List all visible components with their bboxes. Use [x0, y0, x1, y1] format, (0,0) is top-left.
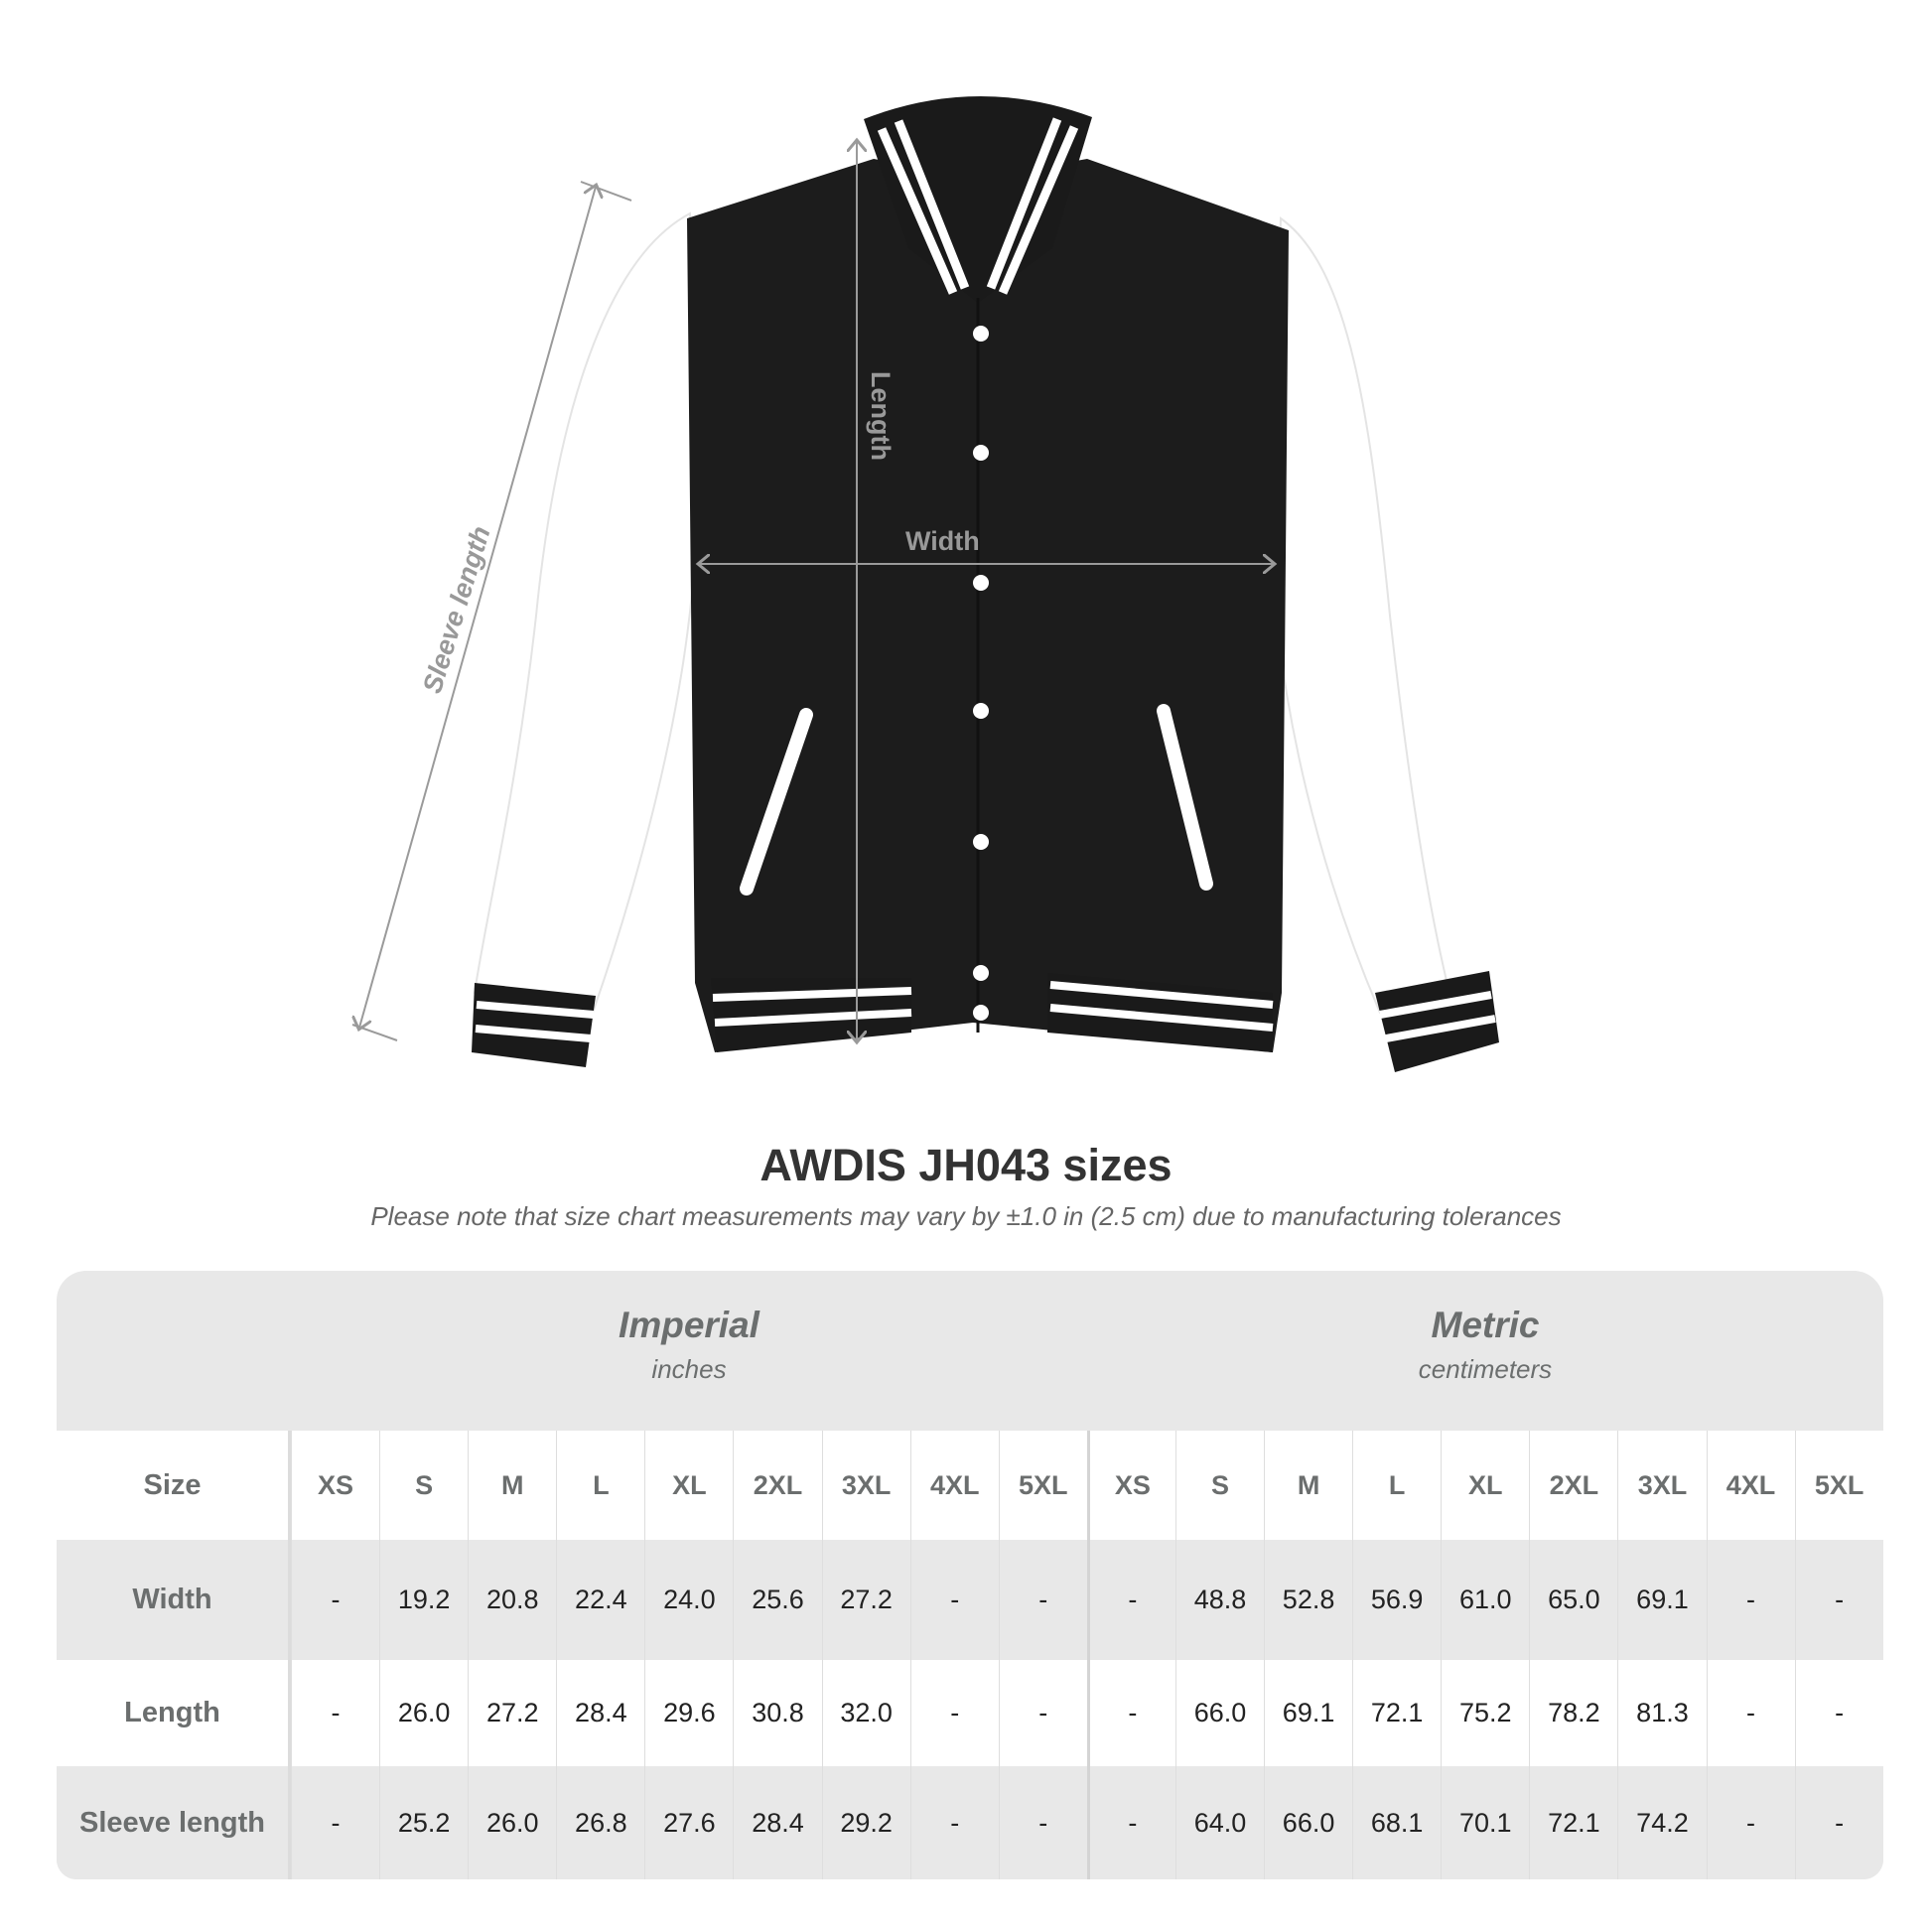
size-header-imperial: 2XL	[733, 1431, 821, 1540]
size-header-metric: M	[1264, 1431, 1352, 1540]
value-cell-imperial: 27.2	[468, 1660, 556, 1766]
value-cell-imperial: -	[291, 1660, 379, 1766]
metric-header: Metric centimeters	[1087, 1271, 1883, 1431]
imperial-header: Imperial inches	[291, 1271, 1087, 1431]
size-header-imperial: XS	[291, 1431, 379, 1540]
value-cell-metric: -	[1086, 1540, 1175, 1660]
value-cell-metric: 66.0	[1174, 1660, 1264, 1766]
size-header-metric: 4XL	[1706, 1431, 1795, 1540]
value-cell-imperial: -	[291, 1766, 379, 1879]
value-cell-metric: -	[1706, 1766, 1795, 1879]
size-header-imperial: 4XL	[909, 1431, 999, 1540]
metric-unit: centimeters	[1418, 1354, 1553, 1384]
value-cell-metric: 48.8	[1174, 1540, 1264, 1660]
size-header-imperial: S	[379, 1431, 468, 1540]
value-cell-imperial: 20.8	[468, 1540, 556, 1660]
size-header-imperial: 5XL	[998, 1431, 1087, 1540]
size-header-imperial: M	[468, 1431, 556, 1540]
value-cell-metric: -	[1706, 1660, 1795, 1766]
value-cell-metric: 65.0	[1529, 1540, 1617, 1660]
value-cell-metric: 69.1	[1617, 1540, 1706, 1660]
table-row: Sleeve length -25.2 26.0 26.8 27.6 28.4 29.2- -…	[57, 1766, 1883, 1879]
value-cell-imperial: 25.2	[379, 1766, 468, 1879]
size-header-imperial: 3XL	[821, 1431, 910, 1540]
row-label: Size	[57, 1431, 291, 1540]
row-label: Sleeve length	[57, 1766, 291, 1879]
collar	[864, 95, 1092, 303]
value-cell-metric: -	[1706, 1540, 1795, 1660]
value-cell-metric: -	[1086, 1766, 1175, 1879]
value-cell-imperial: 22.4	[556, 1540, 644, 1660]
jacket-diagram: Length Width Sleeve length	[0, 95, 1499, 1072]
value-cell-imperial: -	[291, 1540, 379, 1660]
value-cell-imperial: 29.6	[644, 1660, 733, 1766]
tolerance-note: Please note that size chart measurements…	[370, 1201, 1562, 1231]
imperial-unit: inches	[651, 1354, 727, 1384]
value-cell-metric: -	[1794, 1766, 1883, 1879]
table-row: Width -19.2 20.8 22.4 24.0 25.6 27.2- - -48.8 52.…	[57, 1540, 1883, 1660]
value-cell-metric: 75.2	[1441, 1660, 1529, 1766]
value-cell-metric: 72.1	[1352, 1660, 1441, 1766]
value-cell-imperial: 28.4	[733, 1766, 821, 1879]
value-cell-imperial: 25.6	[733, 1540, 821, 1660]
size-header-imperial: XL	[644, 1431, 733, 1540]
value-cell-metric: 72.1	[1529, 1766, 1617, 1879]
value-cell-metric: 69.1	[1264, 1660, 1352, 1766]
value-cell-imperial: 28.4	[556, 1660, 644, 1766]
size-header-metric: XS	[1086, 1431, 1175, 1540]
imperial-title: Imperial	[619, 1305, 759, 1345]
value-cell-imperial: -	[909, 1660, 999, 1766]
value-cell-imperial: 29.2	[821, 1766, 910, 1879]
size-table: Imperial inches Metric centimeters Size X…	[57, 1271, 1883, 1879]
metric-title: Metric	[1431, 1305, 1540, 1345]
width-label: Width	[905, 526, 980, 556]
value-cell-metric: 74.2	[1617, 1766, 1706, 1879]
size-header-metric: 5XL	[1794, 1431, 1883, 1540]
size-header-metric: L	[1352, 1431, 1441, 1540]
sleeve-measure-line	[359, 187, 596, 1028]
value-cell-imperial: 30.8	[733, 1660, 821, 1766]
value-cell-imperial: -	[909, 1766, 999, 1879]
value-cell-imperial: 32.0	[821, 1660, 910, 1766]
value-cell-metric: -	[1794, 1660, 1883, 1766]
size-header-row: Size XS S M L XL 2XL 3XL 4XL 5XL XS S M L XL 2XL 3XL 4XL 5…	[57, 1431, 1883, 1540]
left-sleeve	[473, 211, 697, 1035]
value-cell-metric: -	[1794, 1540, 1883, 1660]
row-label: Length	[57, 1660, 291, 1766]
size-header-metric: S	[1174, 1431, 1264, 1540]
value-cell-imperial: -	[909, 1540, 999, 1660]
value-cell-metric: 70.1	[1441, 1766, 1529, 1879]
right-sleeve	[1269, 216, 1451, 1015]
value-cell-imperial: 26.0	[468, 1766, 556, 1879]
value-cell-imperial: 26.0	[379, 1660, 468, 1766]
value-cell-imperial: 27.2	[821, 1540, 910, 1660]
size-header-metric: XL	[1441, 1431, 1529, 1540]
length-label: Length	[866, 371, 896, 461]
value-cell-metric: 66.0	[1264, 1766, 1352, 1879]
value-cell-metric: -	[1086, 1660, 1175, 1766]
value-cell-metric: 56.9	[1352, 1540, 1441, 1660]
sleeve-length-label: Sleeve length	[417, 523, 496, 697]
value-cell-imperial: 26.8	[556, 1766, 644, 1879]
value-cell-imperial: 24.0	[644, 1540, 733, 1660]
value-cell-imperial: 19.2	[379, 1540, 468, 1660]
value-cell-imperial: -	[998, 1540, 1087, 1660]
value-cell-imperial: -	[998, 1766, 1087, 1879]
value-cell-metric: 78.2	[1529, 1660, 1617, 1766]
value-cell-metric: 52.8	[1264, 1540, 1352, 1660]
value-cell-metric: 81.3	[1617, 1660, 1706, 1766]
jacket-body	[687, 159, 1289, 1052]
row-label: Width	[57, 1540, 291, 1660]
value-cell-metric: 61.0	[1441, 1540, 1529, 1660]
value-cell-imperial: -	[998, 1660, 1087, 1766]
value-cell-metric: 68.1	[1352, 1766, 1441, 1879]
value-cell-imperial: 27.6	[644, 1766, 733, 1879]
page-title: AWDIS JH043 sizes	[759, 1140, 1173, 1190]
size-header-metric: 2XL	[1529, 1431, 1617, 1540]
size-header-imperial: L	[556, 1431, 644, 1540]
value-cell-metric: 64.0	[1174, 1766, 1264, 1879]
size-header-metric: 3XL	[1617, 1431, 1706, 1540]
table-row: Length -26.0 27.2 28.4 29.6 30.8 32.0- - -66.0 69…	[57, 1660, 1883, 1766]
